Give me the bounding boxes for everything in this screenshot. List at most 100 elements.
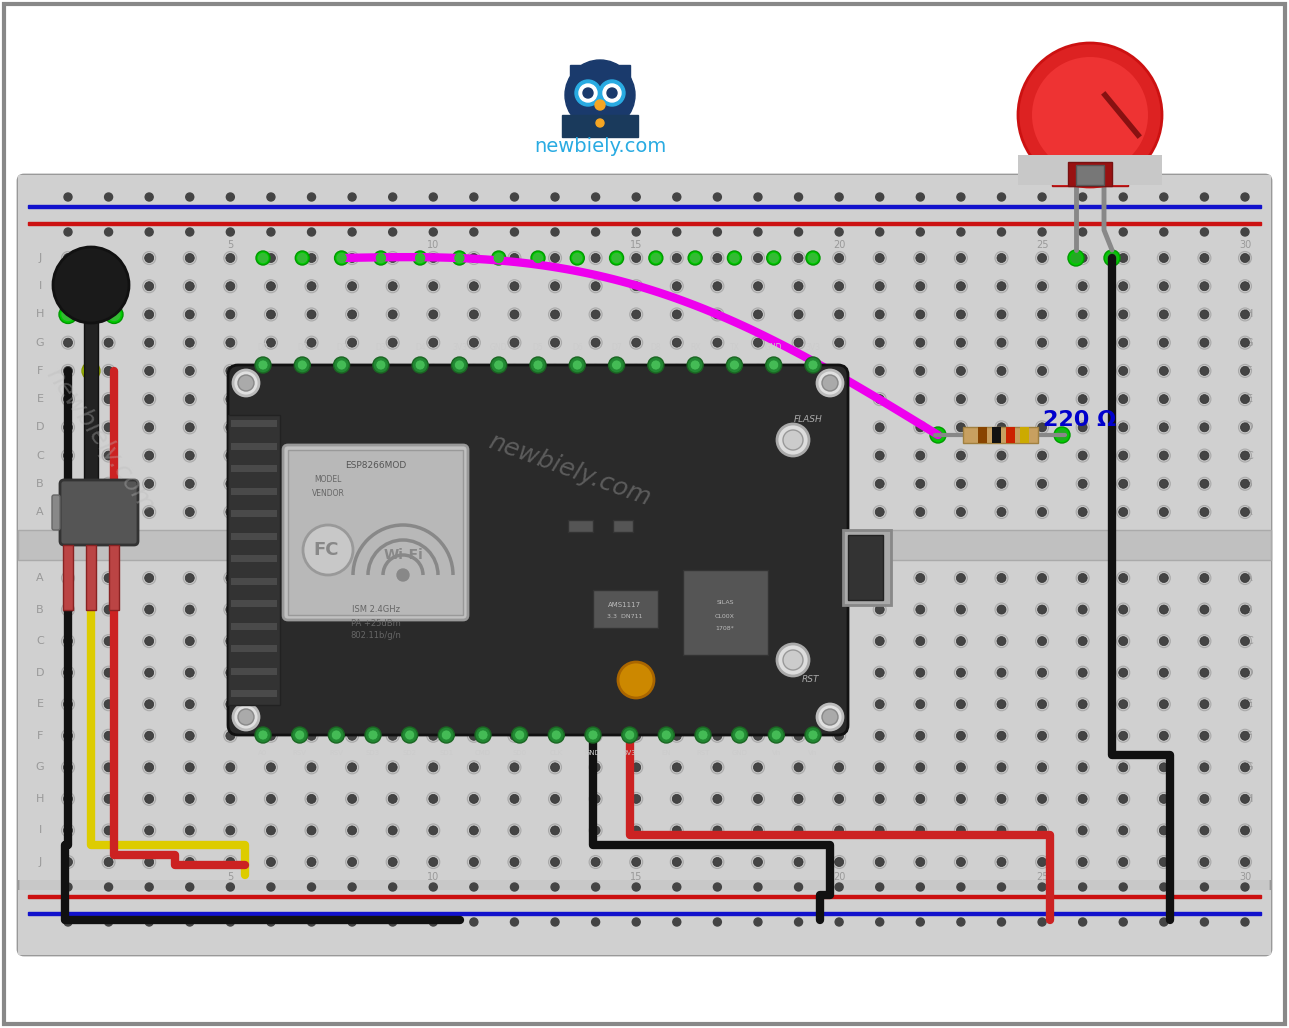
Circle shape: [592, 795, 601, 804]
Bar: [231, 420, 277, 427]
Circle shape: [144, 310, 153, 319]
Circle shape: [468, 280, 481, 293]
Circle shape: [226, 700, 235, 708]
Circle shape: [592, 282, 601, 291]
Circle shape: [710, 572, 724, 585]
Circle shape: [387, 393, 400, 406]
Circle shape: [183, 634, 196, 648]
Circle shape: [1076, 761, 1089, 774]
Circle shape: [1241, 918, 1249, 926]
Circle shape: [226, 479, 235, 488]
Circle shape: [549, 252, 562, 264]
Circle shape: [621, 727, 638, 743]
Circle shape: [102, 393, 115, 406]
Circle shape: [914, 364, 927, 377]
Circle shape: [469, 574, 478, 583]
Text: TX: TX: [730, 342, 740, 352]
Circle shape: [996, 282, 1005, 291]
Circle shape: [956, 310, 965, 319]
Circle shape: [630, 634, 643, 648]
Circle shape: [956, 423, 965, 432]
Circle shape: [102, 420, 115, 434]
Circle shape: [630, 666, 643, 680]
Circle shape: [307, 338, 316, 347]
Text: A0: A0: [258, 750, 268, 756]
Circle shape: [996, 636, 1005, 646]
Circle shape: [954, 420, 968, 434]
Circle shape: [1038, 883, 1047, 891]
Circle shape: [632, 338, 641, 347]
Circle shape: [516, 574, 525, 583]
Circle shape: [1239, 336, 1252, 350]
Bar: [1069, 162, 1112, 186]
Circle shape: [875, 700, 884, 708]
Circle shape: [833, 634, 846, 648]
Text: 3V3: 3V3: [806, 342, 821, 352]
Circle shape: [1241, 193, 1249, 201]
Circle shape: [592, 668, 601, 677]
Circle shape: [915, 763, 924, 772]
Circle shape: [1035, 449, 1048, 462]
Circle shape: [835, 508, 843, 516]
Circle shape: [916, 918, 924, 926]
Circle shape: [914, 506, 927, 518]
Bar: [231, 555, 277, 562]
Circle shape: [183, 420, 196, 434]
Circle shape: [648, 357, 664, 373]
Circle shape: [956, 763, 965, 772]
Circle shape: [670, 824, 683, 837]
Circle shape: [995, 824, 1008, 837]
Text: Vn: Vn: [808, 750, 817, 756]
Circle shape: [1076, 252, 1089, 264]
Circle shape: [226, 282, 235, 291]
Circle shape: [226, 763, 235, 772]
Circle shape: [673, 193, 681, 201]
Circle shape: [388, 508, 397, 516]
Circle shape: [549, 698, 562, 710]
Circle shape: [1158, 572, 1170, 585]
Circle shape: [224, 824, 237, 837]
Circle shape: [469, 763, 478, 772]
Circle shape: [510, 423, 519, 432]
Circle shape: [549, 572, 562, 585]
Circle shape: [550, 282, 559, 291]
Circle shape: [469, 451, 478, 461]
Circle shape: [144, 451, 153, 461]
Circle shape: [875, 825, 884, 835]
Circle shape: [1158, 477, 1170, 490]
Circle shape: [915, 731, 924, 740]
Circle shape: [835, 366, 843, 375]
Circle shape: [661, 730, 672, 740]
Circle shape: [766, 357, 781, 373]
Circle shape: [794, 825, 803, 835]
Circle shape: [754, 193, 762, 201]
Circle shape: [1119, 338, 1128, 347]
Circle shape: [143, 793, 156, 805]
Text: Wi-Fi: Wi-Fi: [383, 548, 423, 562]
Circle shape: [1038, 193, 1047, 201]
Circle shape: [835, 282, 843, 291]
Circle shape: [806, 571, 820, 585]
Circle shape: [345, 824, 358, 837]
Circle shape: [442, 574, 451, 583]
Text: 3.3  DN711: 3.3 DN711: [607, 615, 643, 620]
Circle shape: [1239, 252, 1252, 264]
Circle shape: [1239, 572, 1252, 585]
Circle shape: [589, 280, 602, 293]
Circle shape: [875, 795, 884, 804]
Circle shape: [1159, 700, 1168, 708]
Circle shape: [630, 572, 643, 585]
Circle shape: [794, 636, 803, 646]
Circle shape: [508, 793, 521, 805]
Circle shape: [427, 393, 440, 406]
Circle shape: [508, 420, 521, 434]
Circle shape: [1035, 603, 1048, 616]
Circle shape: [996, 700, 1005, 708]
Circle shape: [429, 282, 438, 291]
Circle shape: [305, 477, 318, 490]
Circle shape: [367, 730, 378, 740]
Circle shape: [468, 855, 481, 869]
Circle shape: [632, 451, 641, 461]
Circle shape: [998, 883, 1005, 891]
Text: B: B: [36, 604, 44, 615]
